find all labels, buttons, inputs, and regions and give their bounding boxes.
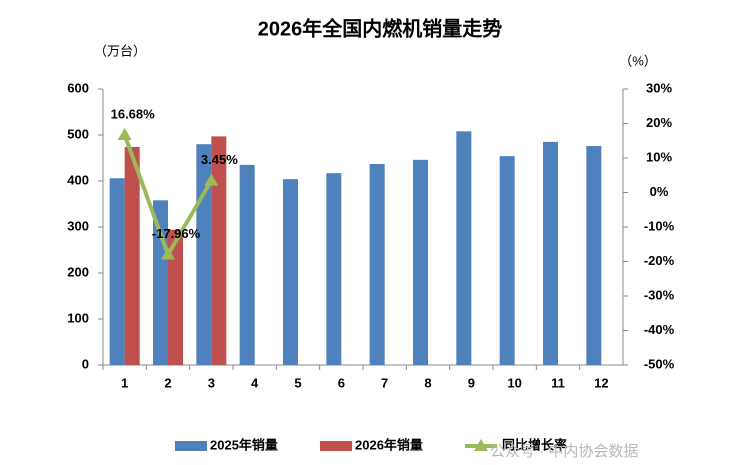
legend-label: 2025年销量 [210,437,278,452]
line-marker [117,127,132,140]
legend-swatch [175,441,207,451]
bar [196,144,212,365]
legend-swatch [320,441,352,451]
y-tick-label: 400 [67,172,89,187]
y-tick-label: 0 [82,356,89,371]
x-tick-label: 3 [208,375,215,390]
watermark: 公众号 · 中内协会数据 [490,443,638,460]
y-tick-label: 500 [67,126,89,141]
bar [413,159,428,365]
y-tick-label: 300 [67,218,89,233]
y2-tick-label: -10% [644,218,675,233]
x-tick-label: 9 [468,375,475,390]
x-tick-label: 11 [551,375,565,390]
bar [109,178,125,365]
y2-tick-label: -30% [644,287,675,302]
data-label: 3.45% [201,152,238,167]
bar [168,229,183,365]
line-marker [161,247,175,260]
bar [499,156,515,365]
bar [369,163,385,365]
x-tick-label: 4 [251,375,259,390]
y2-tick-label: 30% [646,80,672,95]
y2-tick-label: -40% [644,322,675,337]
bar [283,179,298,365]
bar [326,173,342,365]
bar [124,146,140,365]
x-tick-label: 5 [294,375,301,390]
bar [239,164,255,365]
data-label: 16.68% [111,106,156,121]
bar [586,146,602,365]
y2-tick-label: -20% [644,253,675,268]
x-tick-label: 7 [381,375,388,390]
y-tick-label: 200 [67,264,89,279]
y2-axis-label: （%） [619,53,657,68]
legend-marker [474,439,488,451]
line-marker [204,173,219,186]
bar [456,131,472,365]
y-axis-label: （万台） [94,43,146,58]
x-tick-label: 6 [338,375,345,390]
x-tick-label: 2 [164,375,171,390]
bar [211,136,227,365]
y2-tick-label: 20% [646,115,672,130]
y-tick-label: 100 [67,310,89,325]
y-tick-label: 600 [67,80,89,95]
legend-label: 同比增长率 [502,437,567,452]
y2-tick-label: 10% [646,149,672,164]
x-tick-label: 12 [594,375,608,390]
data-label: -17.96% [152,226,201,241]
x-tick-label: 1 [121,375,128,390]
legend-label: 2026年销量 [355,437,423,452]
x-tick-label: 8 [424,375,431,390]
y2-tick-label: -50% [644,356,675,371]
x-tick-label: 10 [507,375,521,390]
y2-tick-label: 0% [650,184,669,199]
chart-title: 2026年全国内燃机销量走势 [258,16,503,40]
bar [543,141,558,365]
